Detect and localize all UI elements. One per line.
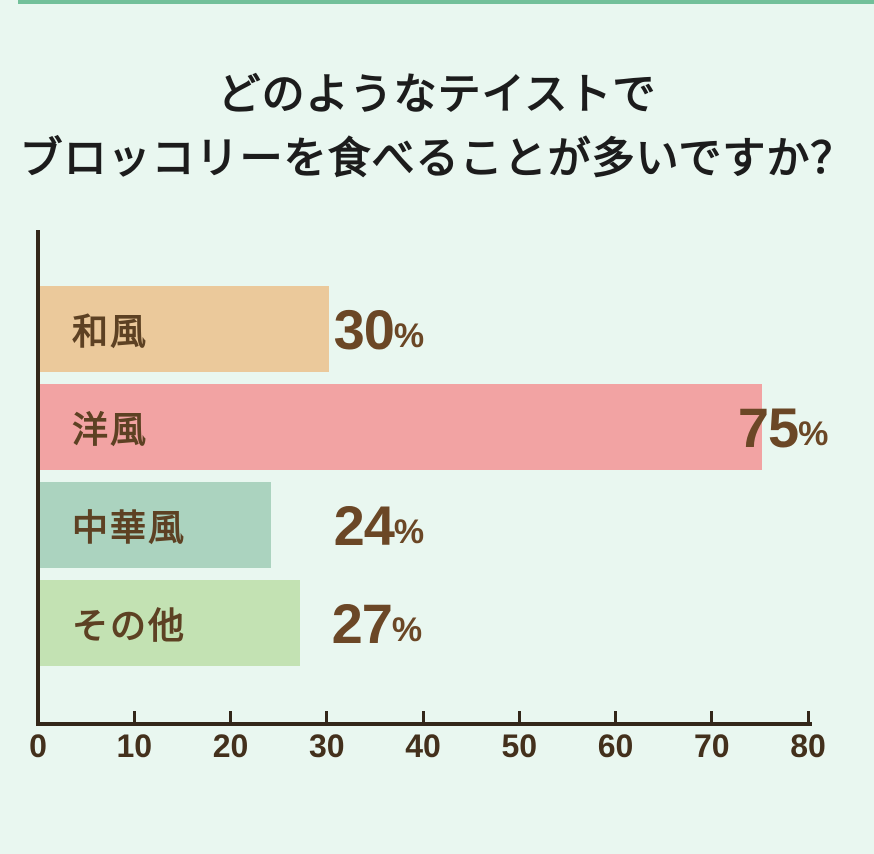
bar-value-number: 27 [331,591,393,655]
x-axis-tick-label: 20 [212,728,249,764]
x-axis-tick-label: 60 [597,728,634,764]
bar-value-label: 30% [334,286,425,372]
x-axis-tick-label: 80 [790,728,826,764]
bar-value-number: 24 [333,493,395,557]
x-axis-tick-label: 30 [308,728,345,764]
chart-title-line2: ブロッコリーを食べることが多いですか？ [19,134,855,183]
x-axis-tick [614,711,617,722]
bar-value-label: 24% [334,482,425,568]
x-axis-tick [710,711,714,722]
x-axis-tick-label: 40 [405,728,441,764]
bar-value-number: 30 [333,297,395,361]
bar-category-label: その他 [72,605,187,646]
x-axis-tick-label: 50 [501,728,538,764]
chart-title-line1: どのようなテイストで [217,71,657,119]
bar: その他 [40,580,300,666]
bar: 和風 [40,286,329,372]
bar-value-unit: % [391,610,423,649]
bar-value-unit: % [393,316,425,355]
x-axis-line [36,722,812,726]
bar: 洋風 [40,384,762,470]
x-axis-tick [325,711,329,722]
x-axis-tick [517,711,521,722]
x-axis-tick-label: 0 [29,728,47,764]
bar: 中華風 [40,482,271,568]
x-axis-tick [806,711,810,722]
bar-value-unit: % [393,512,425,551]
bar-value-label: 75% [738,384,829,470]
y-axis-line [36,230,40,726]
top-accent-strip [18,0,874,4]
x-axis-tick-label: 70 [693,728,730,764]
x-axis-tick [229,711,232,722]
x-axis-tick-label: 10 [116,728,153,764]
x-axis-tick [132,711,136,722]
bar-value-number: 75 [737,395,799,459]
bar-category-label: 中華風 [72,507,187,548]
bar-value-unit: % [798,414,829,453]
bar-category-label: 和風 [72,311,149,352]
x-axis-tick [421,711,425,722]
chart-title: どのようなテイストで ブロッコリーを食べることが多いですか？ [0,64,874,191]
bar-category-label: 洋風 [72,409,149,450]
bar-value-label: 27% [332,580,423,666]
